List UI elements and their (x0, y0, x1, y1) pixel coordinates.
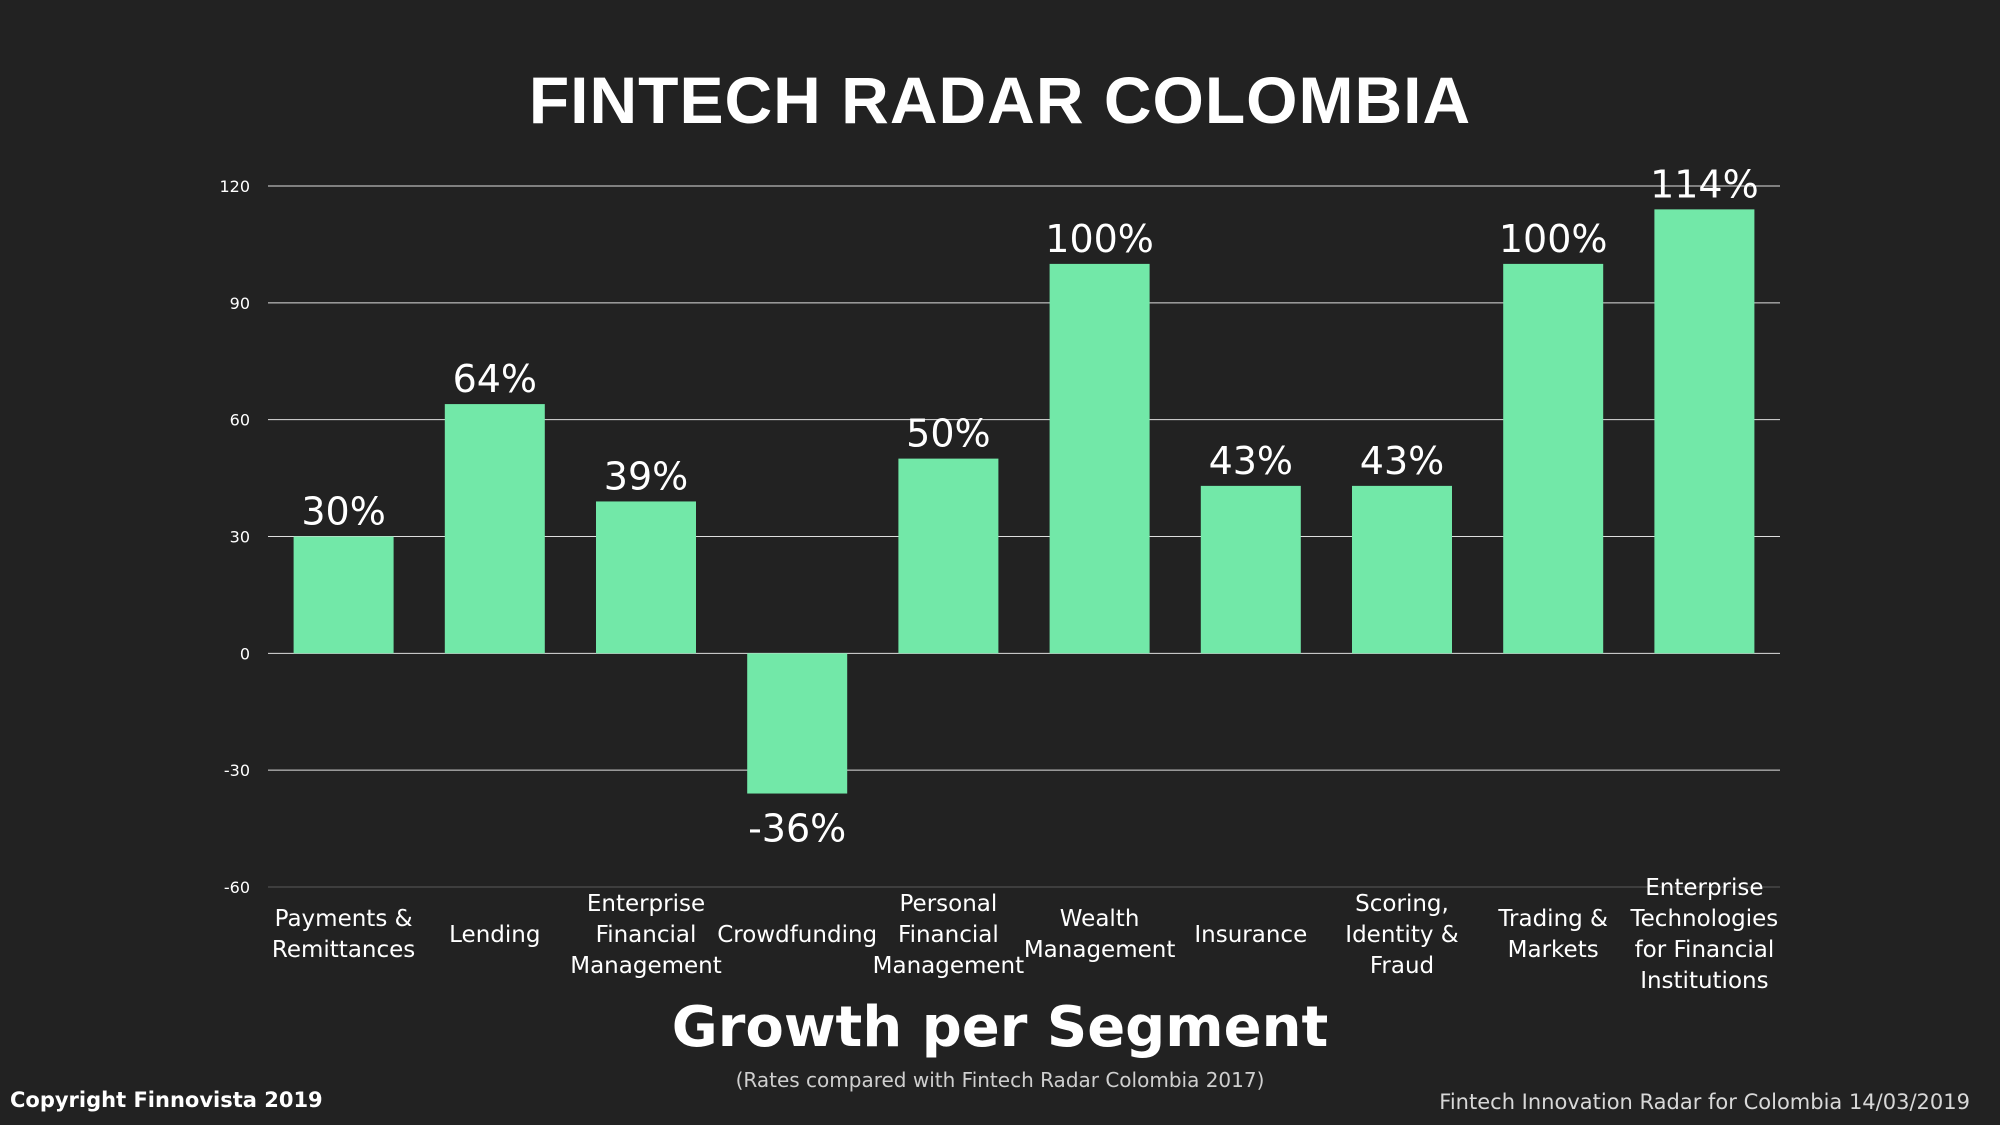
category-label-line: Identity & (1345, 921, 1459, 948)
chart-title: FINTECH RADAR COLOMBIA (528, 63, 1472, 137)
category-label-line: Personal (899, 890, 998, 917)
category-label: Trading & Markets (1473, 904, 1633, 966)
category-label-line: for Financial (1634, 937, 1775, 963)
y-tick-label: 0 (240, 644, 250, 663)
data-label: 50% (906, 412, 990, 456)
category-label-line: Crowdfunding (717, 921, 878, 948)
bars (293, 209, 1755, 794)
data-label: 30% (301, 490, 385, 534)
footer-source-date: Fintech Innovation Radar for Colombia 14… (1439, 1090, 1970, 1114)
category-label-line: Enterprise (1645, 875, 1764, 901)
category-label-line: Institutions (1640, 968, 1769, 994)
bar (1654, 209, 1755, 654)
data-label: 114% (1650, 162, 1759, 206)
bar (293, 536, 394, 654)
category-label: Enterprise Technologies for Financial Insti… (1624, 873, 1784, 997)
category-label-line: Enterprise (586, 890, 706, 917)
y-tick-label: 120 (219, 177, 250, 196)
category-label: Scoring, Identity & Fraud (1322, 889, 1482, 982)
y-tick-label: -60 (224, 878, 250, 897)
category-label-line: Management (570, 952, 722, 979)
category-label-line: Remittances (271, 937, 416, 963)
copyright-text: Copyright Finnovista 2019 (10, 1088, 323, 1112)
category-label-line: Markets (1507, 937, 1599, 963)
category-label-line: Lending (449, 921, 541, 948)
value-labels: 30% 64% 39% -36% 50% 100% 43% 43% 100% 114% (301, 162, 1758, 850)
category-label-line: Technologies (1630, 906, 1779, 932)
category-label-line: Management (872, 952, 1025, 979)
bar (1200, 485, 1301, 654)
category-label-line: Wealth (1059, 906, 1140, 932)
y-tick-label: 30 (230, 528, 250, 547)
data-label: -36% (748, 807, 846, 851)
category-label: Insurance (1171, 920, 1331, 951)
chart-subtitle: Growth per Segment (671, 995, 1329, 1060)
category-label: Wealth Management (1020, 904, 1180, 966)
category-label-line: Payments & (274, 906, 413, 932)
category-label: Personal Financial Management (868, 889, 1028, 982)
bar (898, 458, 999, 654)
category-label-line: Management (1023, 937, 1176, 963)
comparison-note: (Rates compared with Fintech Radar Colom… (735, 1068, 1265, 1092)
category-label: Payments & Remittances (264, 904, 424, 966)
category-label-line: Fraud (1369, 952, 1435, 979)
bar (747, 653, 848, 794)
bar (1049, 263, 1150, 654)
category-label: Lending (415, 920, 575, 951)
category-label-line: Financial (595, 921, 697, 948)
category-label: Crowdfunding (717, 920, 877, 951)
category-label: Enterprise Financial Management (566, 889, 726, 982)
data-label: 64% (453, 357, 537, 401)
category-label-line: Scoring, (1355, 890, 1449, 917)
y-tick-label: 90 (230, 294, 250, 313)
y-tick-label: 60 (230, 411, 250, 430)
data-label: 100% (1045, 217, 1154, 261)
data-label: 100% (1499, 217, 1608, 261)
bar (444, 404, 545, 654)
data-label: 43% (1360, 439, 1444, 483)
data-label: 43% (1209, 439, 1293, 483)
category-label-line: Trading & (1498, 906, 1608, 932)
bar (596, 501, 696, 654)
category-label-line: Financial (898, 921, 999, 948)
bar (1503, 263, 1604, 654)
category-label-line: Insurance (1194, 921, 1308, 948)
bar (1352, 485, 1452, 654)
data-label: 39% (604, 454, 688, 498)
y-tick-label: -30 (224, 761, 250, 780)
